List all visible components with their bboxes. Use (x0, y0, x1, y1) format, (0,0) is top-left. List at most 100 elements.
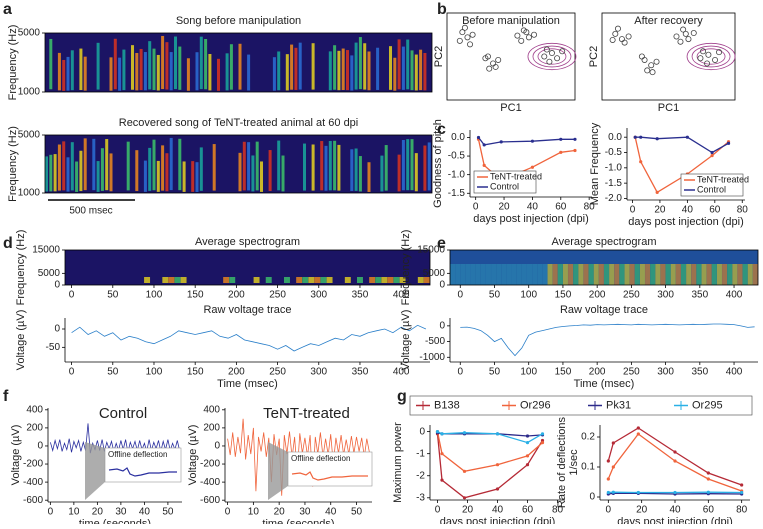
y-tick-label: -1 (416, 448, 425, 459)
spectrogram-band (204, 39, 207, 89)
spectrogram-band (671, 264, 676, 285)
spectrogram-band (251, 155, 254, 191)
spectrogram-band (640, 264, 645, 285)
x-axis-label: Time (msec) (574, 378, 635, 390)
scatter-point (650, 70, 655, 75)
spectrogram-band (239, 153, 242, 191)
x-tick-label: 300 (310, 367, 327, 378)
scatter-point (683, 31, 688, 36)
spectrogram-band (105, 139, 108, 190)
scatter-point (496, 57, 501, 62)
chart-title: Raw voltage trace (560, 304, 648, 316)
x-tick-label: 300 (657, 290, 674, 301)
spectrogram-band (161, 36, 164, 89)
spectrogram-band (101, 148, 104, 191)
panel-label: a (3, 1, 12, 18)
spectrogram-band (681, 264, 686, 285)
x-tick-label: 50 (489, 367, 501, 378)
series-line (460, 324, 754, 356)
spectrogram-band (707, 264, 712, 285)
spectrogram-image (450, 250, 758, 285)
series-marker (531, 166, 534, 169)
spectrogram-band (501, 264, 506, 285)
spectrogram-band (62, 141, 65, 190)
spectrogram-band (84, 57, 87, 91)
y-axis-label: Maximum power (392, 422, 404, 503)
x-tick-label: 200 (228, 367, 245, 378)
x-tick-label: 30 (115, 507, 127, 518)
spectrogram-band (62, 60, 65, 91)
x-tick-label: 50 (489, 290, 501, 301)
spectrogram-band (329, 141, 332, 190)
spectrogram-band (355, 148, 358, 190)
spectrogram-band (230, 44, 233, 89)
spectrogram-band (79, 151, 82, 191)
spectrogram-band (398, 155, 401, 192)
y-tick-label: 5000 (18, 130, 41, 141)
spectrogram-band (398, 39, 401, 89)
spectrogram-band (676, 264, 681, 285)
spectrogram-band (239, 44, 242, 90)
spectrogram-band (273, 57, 276, 90)
spectrogram-band (625, 264, 630, 285)
spectrogram-band (655, 264, 660, 285)
legend-label: Or296 (520, 399, 551, 411)
x-tick-label: 250 (623, 290, 640, 301)
series-marker (496, 487, 499, 490)
spectrogram-band (743, 264, 748, 285)
scatter-point (542, 54, 547, 59)
series-marker (686, 136, 689, 139)
spectrogram-band (737, 264, 742, 285)
series-marker (637, 432, 640, 435)
y-axis-label: Voltage (µV) (10, 425, 22, 486)
spectrogram-band (277, 141, 280, 191)
spectrogram-band (337, 51, 340, 90)
spectrogram-band (542, 264, 547, 285)
spectrogram-band (666, 264, 671, 285)
x-tick-label: 20 (636, 505, 648, 516)
inset-label: Offline deflection (108, 450, 167, 459)
x-tick-label: 40 (139, 507, 151, 518)
spectrogram-band (97, 161, 100, 192)
spectrogram-band (148, 148, 151, 191)
spectrogram-band (110, 57, 113, 90)
y-tick-label: -3 (416, 492, 425, 503)
spectrogram-band (537, 264, 542, 285)
spectrogram-band (450, 264, 455, 285)
x-axis-label: time (seconds) (79, 518, 151, 524)
series-marker (526, 441, 529, 444)
y-tick-label: 15000 (417, 245, 445, 256)
y-tick-label: 0 (439, 320, 445, 331)
spectrogram-band (175, 277, 181, 283)
x-tick-label: 200 (228, 290, 245, 301)
series-marker (656, 191, 659, 194)
spectrogram-band (387, 277, 393, 283)
x-axis-label: days post injection (dpi) (473, 213, 589, 225)
spectrogram-band (722, 264, 727, 285)
cluster-contour (697, 49, 725, 64)
x-tick-label: 250 (269, 290, 286, 301)
y-axis-label: Voltage (µV) (400, 310, 412, 371)
legend-label: TeNT-treated (697, 174, 749, 184)
spectrogram-band (717, 264, 722, 285)
y-tick-label: -600 (200, 495, 220, 506)
y-tick-label: -1.5 (605, 178, 623, 189)
spectrogram-band (333, 141, 336, 191)
scatter-point (706, 52, 711, 57)
spectrogram-band (376, 48, 379, 90)
spectrogram-band (702, 264, 707, 285)
chart-title: TeNT-treated (263, 405, 350, 422)
spectrogram-band (92, 139, 95, 190)
y-axis-label: Goodness of pitch (432, 119, 444, 208)
spectrogram-band (325, 146, 328, 191)
spectrogram-band (299, 43, 302, 90)
y-tick-label: 400 (203, 404, 220, 415)
spectrogram-band (732, 264, 737, 285)
spectrogram-band (135, 53, 138, 90)
spectrogram-band (548, 264, 553, 285)
spectrogram-band (157, 55, 160, 91)
scatter-point (457, 38, 462, 43)
inset-pointer (85, 442, 105, 500)
spectrogram-band (345, 277, 351, 283)
